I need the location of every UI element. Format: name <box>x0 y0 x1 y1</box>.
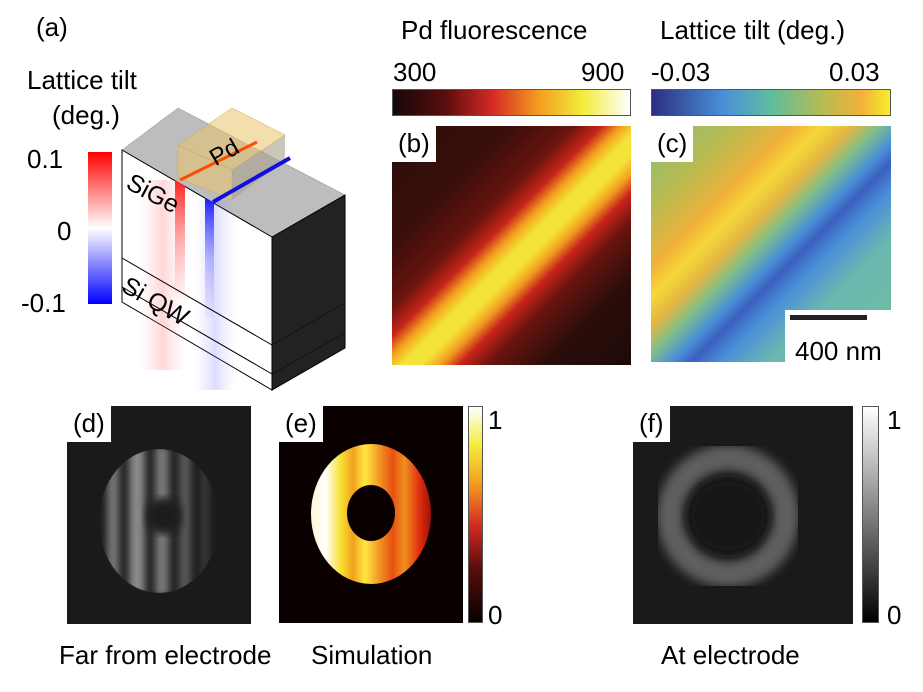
scalebar <box>790 315 867 320</box>
panel-e-simulation-image <box>279 406 463 623</box>
panel-e-caption: Simulation <box>311 640 433 670</box>
panel-d-letter: (d) <box>67 406 111 442</box>
device-schematic <box>121 107 346 391</box>
panel-a-colorbar-title-line1: Lattice tilt <box>27 65 137 95</box>
panel-b-colorbar <box>392 89 631 116</box>
panel-f-tick-min: 0 <box>887 600 902 630</box>
panel-c-tick-min: -0.03 <box>651 57 711 87</box>
panel-f-colorbar <box>862 406 879 623</box>
scalebar-label: 400 nm <box>795 336 882 366</box>
panel-f-letter: (f) <box>633 406 670 442</box>
panel-a-colorbar <box>88 152 112 304</box>
panel-a-colorbar-title-line2: (deg.) <box>52 100 120 130</box>
panel-a-tick-min: -0.1 <box>21 288 66 318</box>
panel-b-tick-max: 900 <box>581 57 625 87</box>
panel-f-caption: At electrode <box>661 640 800 670</box>
panel-e-letter: (e) <box>279 406 323 442</box>
panel-d-diffraction-image <box>67 406 251 624</box>
panel-e-tick-max: 1 <box>488 405 503 435</box>
panel-c-colorbar <box>651 89 891 116</box>
panel-b-tick-min: 300 <box>393 57 437 87</box>
block-right-face <box>271 194 346 391</box>
panel-a-tick-max: 0.1 <box>27 144 64 174</box>
panel-e-tick-min: 0 <box>488 600 503 630</box>
panel-e-colorbar <box>468 406 483 623</box>
panel-c-letter: (c) <box>651 126 694 162</box>
panel-f-tick-max: 1 <box>887 405 902 435</box>
panel-a-letter: (a) <box>36 12 68 42</box>
panel-c-colorbar-title: Lattice tilt (deg.) <box>660 15 845 45</box>
panel-a-tick-zero: 0 <box>57 216 72 246</box>
panel-b-fluorescence-map <box>392 126 631 365</box>
panel-c-tick-max: 0.03 <box>829 57 880 87</box>
panel-d-caption: Far from electrode <box>59 640 272 670</box>
panel-b-letter: (b) <box>392 126 436 162</box>
panel-b-colorbar-title: Pd fluorescence <box>401 15 588 45</box>
panel-f-diffraction-image <box>633 406 853 624</box>
